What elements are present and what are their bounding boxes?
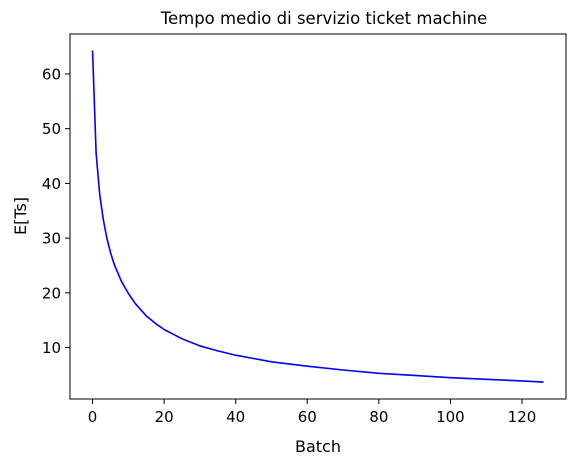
y-tick-label: 10 <box>42 339 61 357</box>
y-tick-label: 50 <box>42 120 61 138</box>
y-axis: 10 20 30 40 50 60 <box>42 65 70 357</box>
chart-title: Tempo medio di servizio ticket machine <box>160 9 488 28</box>
y-tick-label: 30 <box>42 230 61 248</box>
y-tick-label: 40 <box>42 175 61 193</box>
x-tick-label: 120 <box>508 408 537 426</box>
x-tick-label: 100 <box>436 408 465 426</box>
y-tick-label: 60 <box>42 65 61 83</box>
x-axis-label: Batch <box>295 437 341 456</box>
y-tick-label: 20 <box>42 284 61 302</box>
x-axis: 0 20 40 60 80 100 120 <box>88 399 537 426</box>
x-tick-label: 80 <box>369 408 388 426</box>
x-tick-label: 60 <box>298 408 317 426</box>
x-tick-label: 0 <box>88 408 98 426</box>
x-tick-label: 20 <box>155 408 174 426</box>
plot-area <box>69 33 567 400</box>
x-tick-label: 40 <box>226 408 245 426</box>
series-line <box>91 50 544 383</box>
y-axis-label: E[Ts] <box>11 197 30 235</box>
